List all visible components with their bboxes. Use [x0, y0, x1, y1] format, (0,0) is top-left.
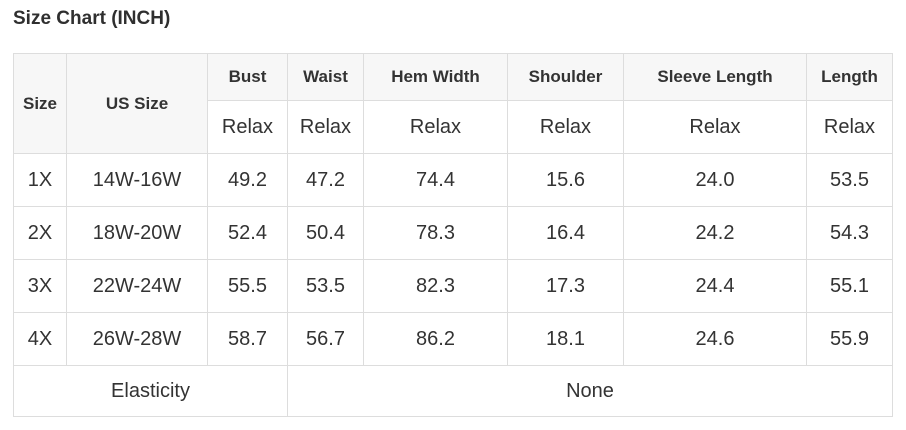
- size-chart-table: Size US Size Bust Waist Hem Width Should…: [13, 53, 893, 417]
- table-row: 4X 26W-28W 58.7 56.7 86.2 18.1 24.6 55.9: [13, 312, 893, 366]
- measurement-cell: 56.7: [287, 312, 364, 366]
- header-cell-length: Length: [806, 53, 893, 101]
- header-cell-bust: Bust: [207, 53, 288, 101]
- us-size-cell: 14W-16W: [66, 153, 208, 207]
- fit-cell: Relax: [363, 100, 508, 154]
- measurement-cell: 49.2: [207, 153, 288, 207]
- measurement-cell: 47.2: [287, 153, 364, 207]
- size-cell: 2X: [13, 206, 67, 260]
- size-cell: 4X: [13, 312, 67, 366]
- elasticity-value: None: [287, 365, 893, 417]
- us-size-cell: 18W-20W: [66, 206, 208, 260]
- header-cell-size: Size: [13, 53, 67, 154]
- measurement-cell: 24.6: [623, 312, 807, 366]
- measurement-cell: 15.6: [507, 153, 624, 207]
- measurement-cell: 52.4: [207, 206, 288, 260]
- measurement-cell: 55.5: [207, 259, 288, 313]
- header-cell-sleeve-length: Sleeve Length: [623, 53, 807, 101]
- header-cell-waist: Waist: [287, 53, 364, 101]
- fit-cell: Relax: [806, 100, 893, 154]
- size-cell: 1X: [13, 153, 67, 207]
- measurement-cell: 53.5: [806, 153, 893, 207]
- fit-cell: Relax: [207, 100, 288, 154]
- measurement-cell: 24.0: [623, 153, 807, 207]
- fit-cell: Relax: [287, 100, 364, 154]
- measurement-cell: 55.9: [806, 312, 893, 366]
- header-row-fit: Relax Relax Relax Relax Relax Relax: [14, 100, 893, 154]
- header-cell-shoulder: Shoulder: [507, 53, 624, 101]
- measurement-cell: 50.4: [287, 206, 364, 260]
- measurement-cell: 24.2: [623, 206, 807, 260]
- measurement-cell: 17.3: [507, 259, 624, 313]
- measurement-cell: 74.4: [363, 153, 508, 207]
- table-row: 2X 18W-20W 52.4 50.4 78.3 16.4 24.2 54.3: [13, 206, 893, 260]
- us-size-cell: 22W-24W: [66, 259, 208, 313]
- page-title: Size Chart (INCH): [13, 8, 171, 29]
- table-row: 3X 22W-24W 55.5 53.5 82.3 17.3 24.4 55.1: [13, 259, 893, 313]
- fit-cell: Relax: [507, 100, 624, 154]
- us-size-cell: 26W-28W: [66, 312, 208, 366]
- measurement-cell: 55.1: [806, 259, 893, 313]
- measurement-cell: 18.1: [507, 312, 624, 366]
- measurement-cell: 82.3: [363, 259, 508, 313]
- header-cell-us-size: US Size: [66, 53, 208, 154]
- header-row-measures: Size US Size Bust Waist Hem Width Should…: [13, 53, 893, 154]
- table-row: 1X 14W-16W 49.2 47.2 74.4 15.6 24.0 53.5: [13, 153, 893, 207]
- elasticity-label: Elasticity: [13, 365, 288, 417]
- measurement-cell: 16.4: [507, 206, 624, 260]
- measurement-cell: 78.3: [363, 206, 508, 260]
- measurement-cell: 58.7: [207, 312, 288, 366]
- elasticity-row: Elasticity None: [13, 365, 893, 417]
- measurement-cell: 53.5: [287, 259, 364, 313]
- header-cell-hem-width: Hem Width: [363, 53, 508, 101]
- fit-cell: Relax: [623, 100, 807, 154]
- size-cell: 3X: [13, 259, 67, 313]
- measurement-cell: 24.4: [623, 259, 807, 313]
- measurement-cell: 54.3: [806, 206, 893, 260]
- measurement-cell: 86.2: [363, 312, 508, 366]
